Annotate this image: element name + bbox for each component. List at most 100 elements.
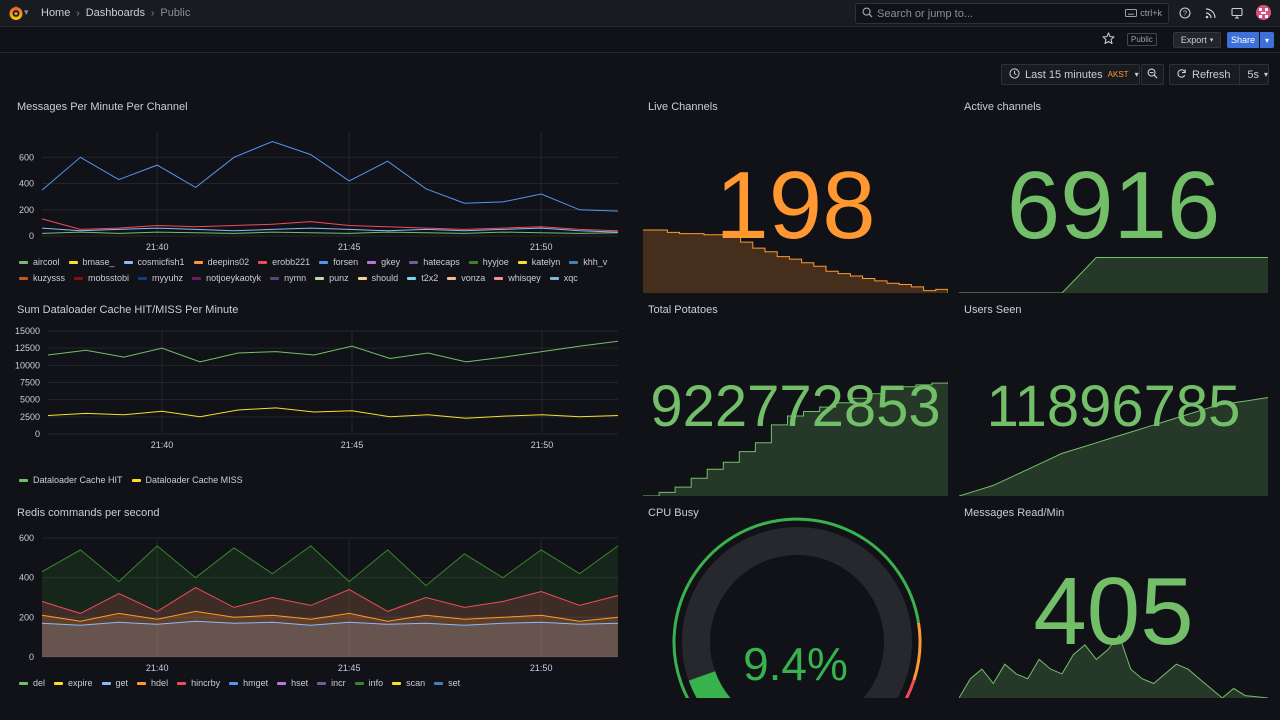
legend-item-khh-v[interactable]: khh_v	[569, 257, 607, 268]
legend-item-katelyn[interactable]: katelyn	[517, 257, 560, 268]
legend-item-kuzysss[interactable]: kuzysss	[19, 273, 65, 284]
legend-item-hdel[interactable]: hdel	[137, 678, 168, 689]
legend-item-hset[interactable]: hset	[277, 678, 308, 689]
series-line-cosmicfish1[interactable]	[41, 227, 619, 233]
legend-item-del[interactable]: del	[19, 678, 45, 689]
panel-active-channels: Active channels 6916	[959, 96, 1268, 293]
star-icon[interactable]	[1102, 32, 1115, 50]
help-icon[interactable]: ?	[1179, 6, 1191, 24]
panel-title[interactable]: Messages Read/Min	[964, 507, 1065, 519]
kiosk-monitor-icon[interactable]	[1231, 6, 1243, 24]
series-area-get	[42, 621, 618, 657]
legend-item-notjoeykaotyk[interactable]: notjoeykaotyk	[192, 273, 261, 284]
legend-item-get[interactable]: get	[101, 678, 128, 689]
legend-item-cosmicfish1[interactable]: cosmicfish1	[123, 257, 185, 268]
legend-label: Dataloader Cache HIT	[33, 475, 123, 485]
panel-title[interactable]: CPU Busy	[648, 507, 699, 519]
user-avatar[interactable]	[1256, 5, 1271, 20]
series-line-info[interactable]	[41, 545, 619, 587]
export-button[interactable]: Export ▾	[1173, 32, 1221, 48]
legend-item-hatecaps[interactable]: hatecaps	[409, 257, 460, 268]
series-line-dataloader-cache-hit[interactable]	[47, 340, 619, 363]
panel-messages-read: Messages Read/Min 405	[959, 502, 1268, 698]
y-tick-label: 0	[29, 231, 34, 241]
legend-swatch	[19, 261, 28, 264]
legend-item-dataloader-cache-hit[interactable]: Dataloader Cache HIT	[19, 475, 123, 486]
x-tick-label: 21:40	[151, 440, 174, 450]
chevron-down-icon[interactable]: ▾	[1263, 70, 1268, 79]
legend-swatch	[54, 682, 64, 685]
legend-item-aircool[interactable]: aircool	[19, 257, 60, 268]
legend-item-gkey[interactable]: gkey	[367, 257, 400, 268]
series-line-aircool[interactable]	[41, 231, 619, 234]
panel-title[interactable]: Live Channels	[648, 101, 718, 113]
series-line-hincrby[interactable]	[41, 587, 619, 614]
legend-item-nymn[interactable]: nymn	[270, 273, 306, 284]
series-line-forsen[interactable]	[41, 140, 619, 212]
panel-title[interactable]: Total Potatoes	[648, 304, 718, 316]
panel-title[interactable]: Users Seen	[964, 304, 1022, 316]
legend-item-dataloader-cache-miss[interactable]: Dataloader Cache MISS	[131, 475, 243, 486]
legend-swatch	[138, 277, 148, 280]
refresh-icon[interactable]	[1176, 68, 1187, 82]
legend-item-hincrby[interactable]: hincrby	[177, 678, 220, 689]
series-line-erobb221[interactable]	[41, 218, 619, 232]
y-tick-label: 12500	[15, 343, 40, 353]
legend-item-deepins02[interactable]: deepins02	[193, 257, 249, 268]
legend-item-expire[interactable]: expire	[54, 678, 93, 689]
legend-item-hmget[interactable]: hmget	[229, 678, 268, 689]
time-range-picker[interactable]: Last 15 minutes AKST ▾	[1001, 64, 1140, 85]
export-label: Export	[1180, 35, 1207, 45]
breadcrumb-home[interactable]: Home	[41, 7, 71, 19]
panel-title[interactable]: Sum Dataloader Cache HIT/MISS Per Minute	[17, 304, 239, 316]
x-tick-label: 21:50	[531, 440, 554, 450]
x-tick-label: 21:45	[338, 242, 361, 252]
search-input[interactable]: Search or jump to... ctrl+k	[855, 3, 1169, 24]
legend-item-whisqey[interactable]: whisqey	[494, 273, 541, 284]
chevron-down-icon: ▾	[1209, 37, 1214, 44]
legend-swatch	[258, 261, 268, 264]
zoom-out-button[interactable]	[1141, 64, 1164, 85]
legend-item-hyyjoe[interactable]: hyyjoe	[468, 257, 509, 268]
legend-item-xqc[interactable]: xqc	[549, 273, 578, 284]
legend-item-vonza[interactable]: vonza	[447, 273, 485, 284]
legend-item-info[interactable]: info	[354, 678, 383, 689]
legend-label: hincrby	[191, 678, 221, 688]
legend-item-myyuhz[interactable]: myyuhz	[138, 273, 183, 284]
breadcrumb-dashboards[interactable]: Dashboards	[85, 7, 146, 19]
legend-item-erobb221[interactable]: erobb221	[258, 257, 310, 268]
panel-title[interactable]: Redis commands per second	[17, 507, 160, 519]
series-line-get[interactable]	[41, 620, 619, 626]
legend-item-punz[interactable]: punz	[315, 273, 349, 284]
legend-item-bmase[interactable]: bmase_	[68, 257, 115, 268]
series-line-dataloader-cache-miss[interactable]	[47, 407, 619, 419]
legend-label: incr	[331, 678, 346, 688]
legend-swatch	[468, 261, 478, 264]
panel-title[interactable]: Messages Per Minute Per Channel	[17, 101, 188, 113]
chevron-down-icon[interactable]: ▾	[24, 7, 29, 17]
legend-item-t2x2[interactable]: t2x2	[407, 273, 438, 284]
legend-item-forsen[interactable]: forsen	[319, 257, 358, 268]
refresh-picker[interactable]: Refresh 5s ▾	[1169, 64, 1269, 85]
panel-title[interactable]: Active channels	[964, 101, 1042, 113]
legend-label: whisqey	[508, 273, 541, 283]
y-tick-label: 600	[19, 533, 34, 543]
refresh-interval[interactable]: 5s	[1247, 68, 1259, 81]
legend-item-mobsstobi[interactable]: mobsstobi	[74, 273, 129, 284]
news-rss-icon[interactable]	[1205, 6, 1217, 24]
refresh-label[interactable]: Refresh	[1192, 68, 1231, 81]
series-area-hdel	[42, 611, 618, 657]
legend-label: scan	[406, 678, 426, 688]
legend-item-set[interactable]: set	[434, 678, 460, 689]
search-placeholder: Search or jump to...	[877, 7, 973, 20]
share-menu-button[interactable]: ▾	[1260, 32, 1274, 48]
legend-label: bmase_	[82, 257, 115, 267]
legend-item-scan[interactable]: scan	[392, 678, 425, 689]
legend-item-should[interactable]: should	[357, 273, 398, 284]
series-line-hdel[interactable]	[41, 610, 619, 622]
legend-label: erobb221	[272, 257, 311, 267]
legend-item-incr[interactable]: incr	[317, 678, 346, 689]
share-button[interactable]: Share	[1227, 32, 1259, 48]
dashboard-toolbar: Public Export ▾ Share ▾	[0, 27, 1280, 53]
grafana-logo-icon[interactable]	[8, 5, 24, 26]
